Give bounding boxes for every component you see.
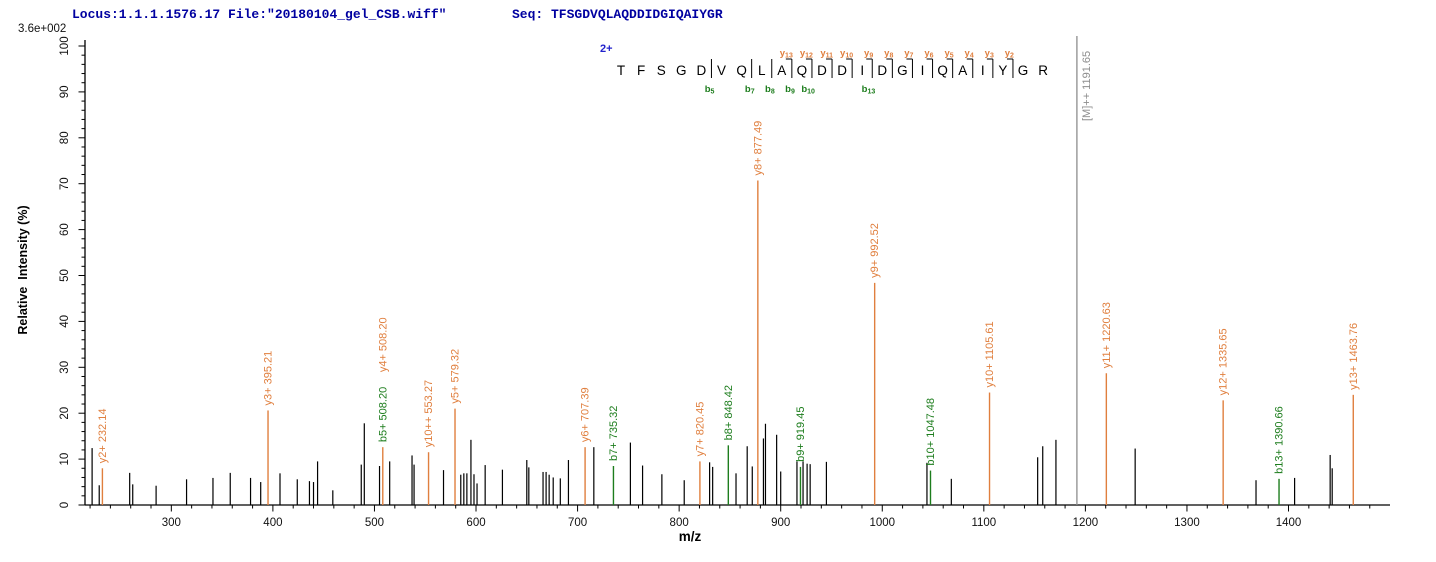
y-tick-label: 10 [59,453,71,466]
sequence-residue: A [958,63,967,78]
y-ion-label: y4 [965,48,974,60]
x-tick-label: 800 [670,517,689,529]
y-ion-label: y7 [904,48,913,60]
sequence-residue: I [860,63,864,78]
sequence-residue: D [817,63,827,78]
sequence-residue: Y [998,63,1007,78]
peak-label: y7+ 820.45 [694,402,706,457]
b-ion-label: b10 [801,84,815,96]
y-tick-label: 20 [59,407,71,420]
sequence-residue: G [1018,63,1029,78]
sequence-residue: S [657,63,666,78]
sequence-residue: G [897,63,908,78]
b-ion-label: b5 [705,84,715,96]
max-intensity-label: 3.6e+002 [18,23,67,35]
sequence-residue: D [697,63,707,78]
sequence-residue: D [877,63,887,78]
peak-label: b7+ 735.32 [608,406,620,461]
peak-label: y11+ 1220.63 [1101,302,1113,368]
y-tick-label: 50 [59,269,71,282]
peak-label: y12+ 1335.65 [1218,328,1230,395]
b-ion-label: b8 [765,84,775,96]
y-tick-label: 60 [59,223,71,236]
y-tick-label: 100 [59,36,71,55]
sequence-residue: F [637,63,645,78]
peak-label: y4+ 508.20 [377,317,389,372]
peak-label: y6+ 707.39 [580,387,592,442]
y-tick-label: 70 [59,177,71,190]
y-tick-label: 30 [59,361,71,374]
y-ion-label: y11 [820,48,833,60]
y-tick-label: 90 [59,86,71,99]
x-tick-label: 1100 [971,517,996,529]
y-ion-label: y13 [780,48,793,60]
precursor-label: [M]++ 1191.65 [1081,51,1093,121]
sequence-residue: Q [937,63,948,78]
b-ion-label: b7 [745,84,755,96]
sequence-residue: V [717,63,726,78]
y-tick-label: 40 [59,315,71,328]
sequence-header-text: Seq: TFSGDVQLAQDDIDGIQAIYGR [512,7,723,22]
sequence-residue: D [837,63,847,78]
sequence-residue: Q [797,63,808,78]
sequence-residue: R [1038,63,1048,78]
x-tick-label: 600 [466,517,485,529]
y-ion-label: y2 [1005,48,1014,60]
peak-label: y9+ 992.52 [869,223,881,278]
x-tick-label: 400 [263,517,282,529]
y-ion-label: y5 [944,48,953,60]
peak-label: b5+ 508.20 [377,387,389,442]
peak-label: b9+ 919.45 [795,407,807,462]
peak-label: b8+ 848.42 [723,385,735,440]
sequence-residue: A [777,63,786,78]
sequence-residue: T [617,63,625,78]
y-tick-label: 80 [59,131,71,144]
x-tick-label: 700 [568,517,587,529]
y-ion-label: y6 [924,48,933,60]
peak-label: b13+ 1390.66 [1274,406,1286,474]
x-tick-label: 1300 [1174,517,1200,529]
locus-file-text: Locus:1.1.1.1576.17 File:"20180104_gel_C… [72,7,447,22]
y-ion-label: y3 [985,48,994,60]
x-tick-label: 1000 [869,517,895,529]
x-tick-label: 500 [365,517,384,529]
x-axis-title: m/z [679,529,702,544]
sequence-residue: I [921,63,925,78]
peak-label: y8+ 877.49 [752,121,764,176]
x-tick-label: 1200 [1073,517,1099,529]
sequence-residue: I [981,63,985,78]
peak-label: b10+ 1047.48 [925,398,937,466]
sequence-residue: Q [736,63,747,78]
charge-state-label: 2+ [600,43,613,55]
b-ion-label: b13 [862,84,876,96]
peak-label: y13+ 1463.76 [1348,323,1360,390]
sequence-residue: L [758,63,766,78]
y-ion-label: y9 [864,48,873,60]
peak-label: y10++ 553.27 [423,380,435,447]
y-ion-label: y12 [800,48,813,60]
y-axis-title: Relative Intensity (%) [16,205,30,334]
x-tick-label: 900 [771,517,790,529]
sequence-residue: G [676,63,687,78]
x-tick-label: 1400 [1276,517,1302,529]
y-tick-label: 0 [59,502,71,508]
peak-label: y3+ 395.21 [263,351,275,406]
b-ion-label: b9 [785,84,795,96]
y-ion-label: y10 [840,48,853,60]
x-tick-label: 300 [162,517,181,529]
peak-label: y10+ 1105.61 [984,321,996,387]
peak-label: y5+ 579.32 [450,349,462,404]
y-ion-label: y8 [884,48,893,60]
peak-label: y2+ 232.14 [97,409,109,464]
